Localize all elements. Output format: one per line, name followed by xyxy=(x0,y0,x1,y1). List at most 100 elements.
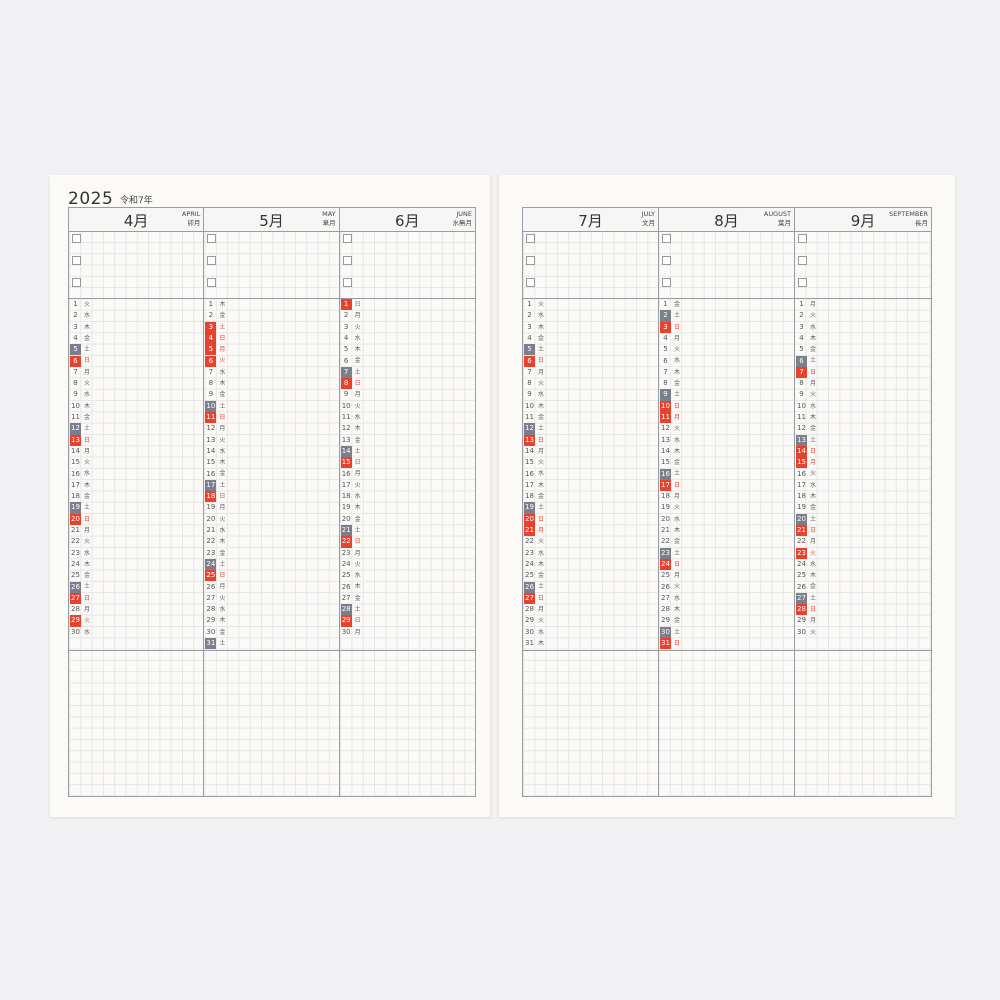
day-number: 9 xyxy=(343,390,349,399)
day-row: 3 xyxy=(340,322,353,333)
day-row: 5 xyxy=(523,344,536,356)
right-calendar-table: 7月 JULY 文月 1 2 3 4 5 6 7 8 9 10 11 12 13 14 15 16 17 18 19 20… xyxy=(522,207,932,797)
checkbox[interactable] xyxy=(207,256,217,265)
day-number: 30 xyxy=(660,626,671,638)
checkbox[interactable] xyxy=(662,256,671,265)
weekday-column: 月火水木金土日月火水木金土日月火水木金土日月火水木金土日月火 xyxy=(810,299,817,638)
day-number: 17 xyxy=(71,480,80,489)
day-number: 4 xyxy=(205,332,217,345)
checkbox[interactable] xyxy=(798,256,807,265)
checkbox[interactable] xyxy=(342,256,352,265)
day-row: 13 xyxy=(340,435,353,446)
day-number: 1 xyxy=(527,300,532,308)
checkbox[interactable] xyxy=(662,234,671,243)
day-number: 10 xyxy=(660,400,671,412)
day-number: 4 xyxy=(527,333,532,342)
day-row: 18 xyxy=(659,491,672,502)
day-number: 30 xyxy=(71,627,80,636)
day-row: 13 xyxy=(69,434,82,446)
day-number: 6 xyxy=(343,356,349,365)
day-row: 4 xyxy=(204,332,217,345)
day-number: 21 xyxy=(796,525,807,537)
month-name: 4月 xyxy=(123,212,149,230)
day-number: 7 xyxy=(663,367,668,376)
day-row: 15 xyxy=(69,457,82,468)
checkbox[interactable] xyxy=(72,234,81,243)
day-number: 11 xyxy=(71,413,80,421)
day-number: 29 xyxy=(525,616,534,625)
day-number: 29 xyxy=(797,616,806,625)
month-column: 8月 AUGUST 葉月 1 2 3 4 5 6 7 8 9 10 11 12 13 14 15 16 17 18 19… xyxy=(659,208,795,796)
day-number: 6 xyxy=(70,355,81,367)
day-number: 18 xyxy=(341,492,351,501)
day-row: 2 xyxy=(795,310,808,321)
day-row: 29 xyxy=(523,615,536,626)
weekday-column: 火水木金土日月火水木金土日月火水木金土日月火水木金土日月火水 xyxy=(84,299,91,638)
day-number: 9 xyxy=(73,390,78,399)
day-number: 22 xyxy=(340,536,352,548)
day-row: 30 xyxy=(795,627,808,638)
day-number: 17 xyxy=(205,479,217,492)
checkbox[interactable] xyxy=(526,256,535,265)
day-number: 19 xyxy=(797,503,806,512)
checkbox[interactable] xyxy=(72,256,81,265)
day-list: 1 2 3 4 5 6 7 8 9 10 11 12 13 14 15 16 17 18 19 20 21 22 23 24 2… xyxy=(523,298,658,651)
day-number: 28 xyxy=(206,605,216,614)
checkbox[interactable] xyxy=(342,278,352,287)
day-number: 23 xyxy=(206,548,216,557)
day-number: 16 xyxy=(525,469,534,478)
checkbox[interactable] xyxy=(207,234,217,243)
checkbox[interactable] xyxy=(526,278,535,287)
month-header: 6月 JUNE 水無月 xyxy=(339,208,475,232)
day-row: 1 xyxy=(523,299,536,310)
checkbox[interactable] xyxy=(342,234,352,243)
day-row: 19 xyxy=(523,502,536,514)
day-number: 8 xyxy=(340,378,352,390)
day-row: 2 xyxy=(340,310,353,321)
day-number: 26 xyxy=(341,582,351,591)
day-row: 11 xyxy=(659,412,672,424)
day-number: 7 xyxy=(527,367,532,376)
day-number: 27 xyxy=(661,593,670,602)
day-row: 6 xyxy=(795,355,808,367)
day-number: 19 xyxy=(341,503,351,512)
day-number: 12 xyxy=(524,423,535,435)
day-number: 15 xyxy=(206,458,216,467)
day-number: 5 xyxy=(799,345,804,354)
checkbox[interactable] xyxy=(798,234,807,243)
month-japanese: 卯月 xyxy=(187,219,201,227)
day-number: 19 xyxy=(524,502,535,514)
day-row: 9 xyxy=(204,389,217,400)
checkbox[interactable] xyxy=(72,278,81,287)
day-number: 19 xyxy=(70,502,81,514)
checkbox[interactable] xyxy=(798,278,807,287)
checkbox[interactable] xyxy=(662,278,671,287)
day-row: 17 xyxy=(659,479,672,492)
day-number: 11 xyxy=(797,413,806,421)
day-row: 16 xyxy=(204,469,217,480)
day-number: 20 xyxy=(206,514,216,523)
day-number: 25 xyxy=(341,571,351,580)
day-row: 31 xyxy=(523,638,536,649)
day-number: 3 xyxy=(343,322,349,331)
day-row: 27 xyxy=(340,593,353,604)
day-number: 3 xyxy=(73,322,78,331)
day-number: 19 xyxy=(206,503,216,512)
month-name: 9月 xyxy=(850,212,876,230)
month-english: SEPTEMBER xyxy=(889,210,928,218)
day-number: 28 xyxy=(340,604,352,616)
day-row: 10 xyxy=(204,400,217,412)
day-row: 13 xyxy=(204,435,217,446)
day-number: 1 xyxy=(73,300,78,308)
checkbox[interactable] xyxy=(207,278,217,287)
day-row: 19 xyxy=(340,502,353,513)
day-row: 6 xyxy=(340,356,353,367)
checkbox[interactable] xyxy=(526,234,535,243)
day-number: 24 xyxy=(797,559,806,568)
day-row: 28 xyxy=(659,604,672,615)
day-row: 1 xyxy=(340,299,353,311)
day-number: 14 xyxy=(206,446,216,455)
day-number: 23 xyxy=(341,548,351,557)
day-number: 18 xyxy=(205,491,217,503)
day-row: 21 xyxy=(69,525,82,536)
